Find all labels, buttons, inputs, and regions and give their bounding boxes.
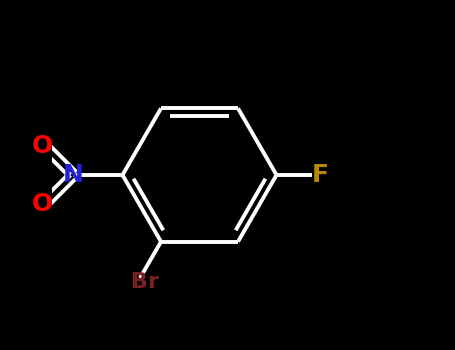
Text: O: O xyxy=(31,134,53,158)
Text: N: N xyxy=(63,163,84,187)
Text: F: F xyxy=(312,163,329,187)
Text: Br: Br xyxy=(131,272,159,292)
Text: O: O xyxy=(31,192,53,216)
